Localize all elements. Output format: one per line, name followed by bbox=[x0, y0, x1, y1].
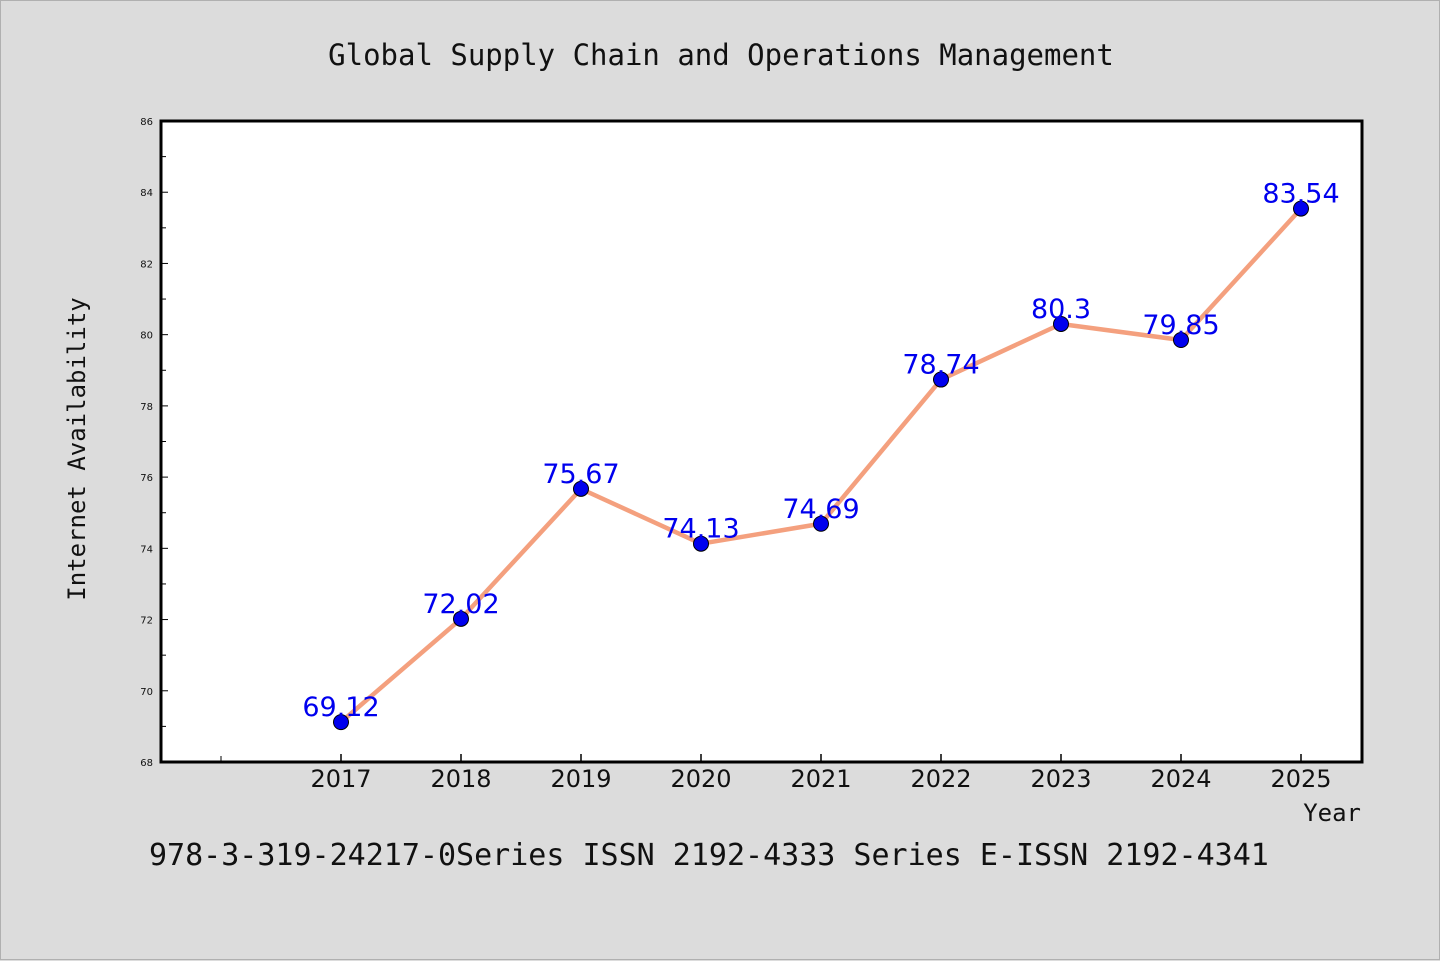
data-label: 80.3 bbox=[1031, 294, 1091, 325]
data-point bbox=[1053, 315, 1069, 332]
y-tick-label: 68 bbox=[140, 758, 153, 769]
y-tick-label: 70 bbox=[140, 687, 153, 698]
x-axis: 2017 2018 2019 2020 2021 2022 2023 2024 2025 bbox=[220, 754, 1332, 793]
data-label: 79.85 bbox=[1142, 310, 1219, 341]
data-label: 74.13 bbox=[662, 514, 739, 545]
data-point bbox=[693, 535, 709, 552]
y-tick-label: 82 bbox=[140, 259, 153, 270]
y-tick-label: 72 bbox=[140, 616, 153, 627]
data-label: 78.74 bbox=[902, 350, 979, 381]
isbn-footer: 978-3-319-24217-0Series ISSN 2192-4333 S… bbox=[149, 838, 1269, 873]
data-point bbox=[333, 714, 349, 731]
y-tick-label: 76 bbox=[140, 473, 153, 484]
data-point bbox=[573, 480, 589, 497]
data-point bbox=[1293, 200, 1309, 217]
y-axis-label: Internet Availability bbox=[63, 297, 91, 600]
data-label: 69.12 bbox=[302, 692, 379, 723]
x-tick-label: 2021 bbox=[790, 765, 851, 793]
y-tick-label: 80 bbox=[140, 331, 153, 342]
data-point bbox=[1173, 332, 1189, 349]
chart-title: Global Supply Chain and Operations Manag… bbox=[328, 38, 1114, 72]
x-tick-label: 2018 bbox=[430, 765, 491, 793]
y-axis: 68 70 72 74 76 78 80 82 84 86 bbox=[140, 117, 168, 769]
y-tick-label: 74 bbox=[140, 544, 153, 555]
x-tick-label: 2020 bbox=[670, 765, 731, 793]
x-tick-label: 2024 bbox=[1150, 765, 1211, 793]
data-point bbox=[813, 515, 829, 532]
data-label: 72.02 bbox=[422, 589, 499, 620]
series-layer: 69.12 72.02 75.67 74.13 74.69 78.74 80.3 79.85 8… bbox=[302, 179, 1340, 731]
x-tick-label: 2017 bbox=[310, 765, 371, 793]
y-tick-label: 84 bbox=[140, 188, 153, 199]
y-tick-label: 78 bbox=[140, 402, 153, 413]
y-tick-label: 86 bbox=[140, 117, 153, 128]
data-point bbox=[453, 610, 469, 627]
plot-area bbox=[159, 119, 1364, 764]
x-tick-label: 2022 bbox=[910, 765, 971, 793]
x-axis-label: Year bbox=[1303, 799, 1361, 827]
x-tick-label: 2025 bbox=[1270, 765, 1331, 793]
data-label: 75.67 bbox=[542, 459, 619, 490]
x-tick-label: 2019 bbox=[550, 765, 611, 793]
data-label: 74.69 bbox=[782, 494, 859, 525]
x-tick-label: 2023 bbox=[1030, 765, 1091, 793]
data-point bbox=[933, 371, 949, 388]
data-label: 83.54 bbox=[1262, 179, 1339, 210]
